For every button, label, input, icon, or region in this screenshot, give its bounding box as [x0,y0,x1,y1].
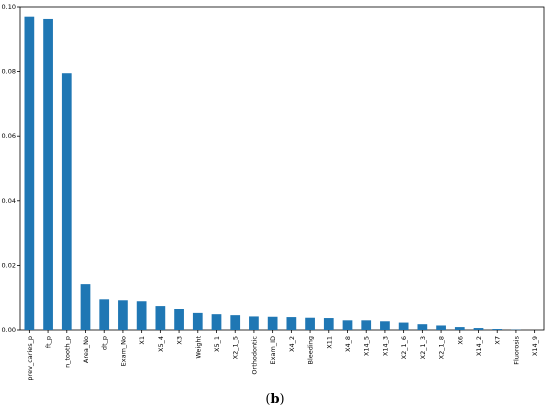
x-tick-label: Weight [194,336,202,359]
bar-X2_1_6 [398,322,409,330]
x-tick-label: X2_1_6 [400,336,408,359]
bar-Bleeding [305,317,315,330]
x-tick-label: dt_p [101,336,109,350]
x-tick-label: X6 [456,336,464,345]
bar-prev_caries_p [24,16,35,330]
bar-X4_2 [286,317,297,330]
x-tick-label: ft_p [45,336,53,348]
x-tick-label: X14_5 [363,336,371,356]
x-tick-label: X5_4 [157,336,165,352]
x-tick-label: Orthodontic [250,336,258,375]
x-tick-label: X14_2 [475,336,483,356]
x-tick-label: X2_1_5 [232,336,240,359]
x-tick-label: X7 [494,336,502,345]
x-tick-label: Exam_ID [269,336,277,364]
bar-Weight [192,312,203,330]
caption-letter: b [270,392,280,407]
y-tick-label: 0.10 [2,3,16,11]
bar-X7 [492,329,503,330]
caption-open-paren: ( [265,392,271,407]
bar-X2_1_5 [230,315,241,330]
bar-X6 [454,327,465,330]
x-tick-label: X1 [138,336,146,345]
x-tick-label: n_tooth_p [63,336,71,368]
bar-Exam_No [118,300,128,330]
bar-X14_2 [473,328,484,330]
bar-X11 [323,318,334,330]
bar-dt_p [99,299,110,330]
y-tick-label: 0.02 [2,261,16,269]
x-tick-label: X11 [325,336,333,349]
y-tick-label: 0.06 [2,132,16,140]
x-tick-label: X14_9 [531,336,539,356]
bar-X3 [174,309,184,330]
bar-X2_1_8 [436,325,446,330]
x-tick-label: prev_caries_p [26,336,34,381]
bar-X2_1_3 [417,324,428,330]
x-tick-label: X14_3 [381,336,389,356]
figure-caption: (b) [0,392,550,407]
x-tick-label: X5_1 [213,336,221,352]
x-tick-label: X2_1_3 [419,336,427,359]
bar-X5_1 [211,314,222,330]
x-axis: prev_caries_p ft_p n_tooth_p Area_No dt_p Exa… [26,330,539,381]
x-tick-label: X4_2 [288,336,296,352]
y-tick-label: 0.08 [2,68,16,76]
bars-group [24,16,521,330]
plot-area [19,6,545,331]
y-tick-label: 0.00 [2,326,16,334]
bar-Area_No [80,284,91,330]
y-tick-label: 0.04 [2,197,16,205]
x-tick-label: Bleeding [307,336,315,364]
bar-X5_4 [155,306,166,330]
x-tick-label: Exam_No [119,336,127,366]
x-tick-label: X2_1_8 [438,336,446,359]
x-tick-label: X4_8 [344,336,352,352]
bar-X1 [136,301,147,330]
x-tick-label: Fluorosis [512,335,520,364]
y-axis: 0.00 0.02 0.04 0.06 0.08 0.10 [2,3,20,334]
caption-close-paren: ) [279,392,285,407]
x-tick-label: X3 [176,336,184,345]
bar-X4_8 [342,320,353,330]
bar-X14_3 [380,321,390,330]
bar-Exam_ID [267,316,278,330]
x-tick-label: Area_No [82,336,90,363]
bar-chart: 0.00 0.02 0.04 0.06 0.08 0.10 prev_caries_p ft… [2,3,545,381]
bar-n_tooth_p [61,73,72,330]
bar-ft_p [43,18,53,330]
bar-Orthodontic [249,316,259,330]
bar-X14_5 [361,320,372,330]
